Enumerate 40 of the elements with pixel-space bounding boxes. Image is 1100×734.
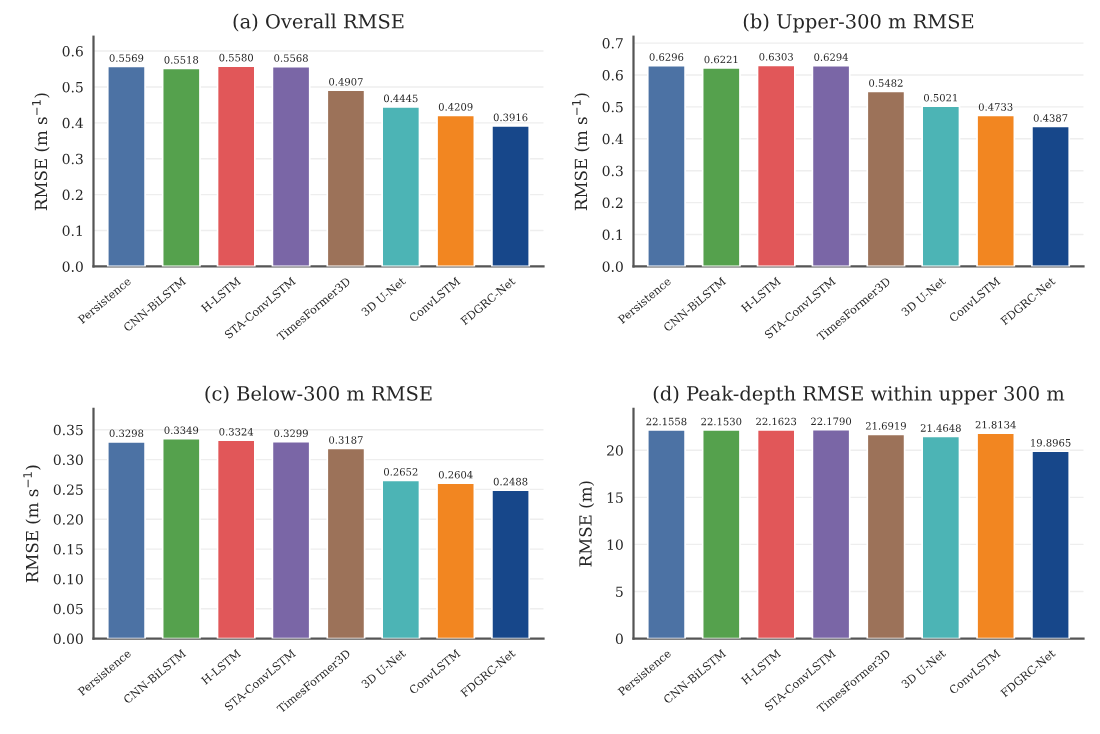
bar bbox=[491, 125, 531, 267]
y-axis-title: RMSE (m) bbox=[578, 481, 595, 567]
bar bbox=[106, 440, 146, 639]
chart-title: (a) Overall RMSE bbox=[233, 13, 404, 32]
bar bbox=[646, 64, 686, 267]
bar bbox=[646, 429, 686, 639]
y-axis-title: RMSE (m s$^{−1}$) bbox=[572, 93, 590, 211]
bar bbox=[1031, 125, 1071, 267]
bar bbox=[756, 429, 796, 639]
bar bbox=[161, 67, 201, 267]
bar bbox=[271, 440, 311, 639]
bar bbox=[866, 90, 906, 267]
bar bbox=[921, 105, 961, 267]
bar bbox=[381, 106, 421, 267]
bar bbox=[701, 67, 741, 267]
bar bbox=[491, 489, 531, 639]
bar bbox=[381, 479, 421, 639]
bar bbox=[811, 64, 851, 267]
y-axis-title: RMSE (m s$^{−1}$) bbox=[23, 465, 41, 583]
bar bbox=[976, 432, 1016, 639]
bar bbox=[701, 429, 741, 639]
bar bbox=[1031, 450, 1071, 639]
bar bbox=[106, 65, 146, 267]
chart-title: (b) Upper-300 m RMSE bbox=[743, 13, 974, 33]
bar bbox=[921, 435, 961, 639]
bar bbox=[161, 437, 201, 639]
bar bbox=[216, 439, 256, 639]
bar bbox=[326, 89, 366, 267]
chart-title: (d) Peak-depth RMSE within upper 300 m bbox=[653, 385, 1065, 405]
y-axis-title: RMSE (m s$^{−1}$) bbox=[32, 93, 50, 211]
bar bbox=[811, 428, 851, 639]
bar bbox=[216, 65, 256, 267]
bar bbox=[436, 114, 476, 267]
bar bbox=[271, 65, 311, 267]
bar bbox=[326, 447, 366, 639]
bar bbox=[976, 114, 1016, 267]
bar bbox=[756, 64, 796, 267]
bar bbox=[436, 482, 476, 639]
chart-title: (c) Below-300 m RMSE bbox=[205, 385, 432, 404]
bar bbox=[866, 433, 906, 639]
